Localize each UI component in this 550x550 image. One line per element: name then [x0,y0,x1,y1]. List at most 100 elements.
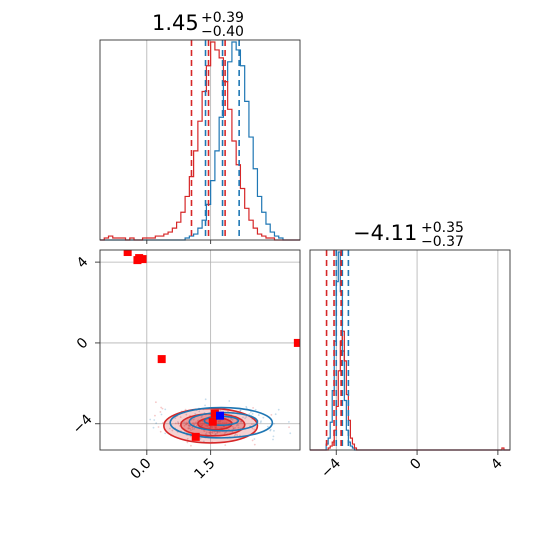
sample-dot [177,421,179,423]
x-tick-label-param-1: 4 [488,455,506,473]
sample-dot [232,427,235,430]
sample-dot [190,429,192,432]
x-tick-label-param-0: 0.0 [128,456,155,483]
sample-dot [257,414,260,416]
sample-dot [237,426,240,429]
sample-marker [138,255,147,264]
sample-dot [231,430,234,433]
sample-dot [234,433,237,436]
sample-dot [234,427,237,429]
title-param-1-value: −4.11 [353,221,417,245]
sample-dot [262,416,265,419]
sample-dot [269,428,272,431]
title-param-1-minus: −0.37 [421,234,464,250]
panel-frame-0 [99,39,301,241]
sample-dot [244,417,246,420]
sample-dot [193,427,196,430]
contour-blue [169,406,274,439]
sample-dot [251,412,254,415]
sample-dot [254,408,257,411]
sample-dot [202,440,205,443]
sample-dot [200,416,203,419]
x-tick-label-param-1: −4 [318,455,344,481]
sample-dot [177,422,180,425]
sample-marker [191,432,200,441]
sample-dot [211,425,214,428]
sample-dot [251,439,254,442]
y-tick-label-param-1: 0 [74,335,92,353]
sample-dot [231,418,234,421]
sample-dot [195,422,198,425]
sample-dot [164,432,167,435]
sample-dot [208,426,211,429]
sample-dot [239,409,242,412]
sample-dot [287,421,290,423]
sample-dot [169,427,171,430]
sample-dot [272,435,275,438]
sample-dot [204,398,207,401]
sample-dot [229,417,232,420]
sample-dot [273,429,275,432]
sample-dot [160,413,163,416]
sample-dot [242,416,244,419]
sample-dot [201,424,203,427]
sample-dot [225,421,228,424]
sample-dot [219,420,222,422]
sample-dot [186,441,189,444]
sample-dot [236,434,239,437]
sample-dot [237,424,240,427]
x-tick-label-param-0: 1.5 [191,456,218,483]
sample-dot [164,408,167,411]
histogram-param-0 [100,40,300,241]
title-param-0: 1.45 +0.39 −0.40 [152,10,244,40]
sample-dot [215,426,217,429]
hist-series-red [100,41,300,241]
sample-dot [289,432,292,435]
sample-dot [154,414,156,417]
sample-dot [217,420,220,423]
sample-dot [153,419,156,421]
sample-dot [214,433,217,436]
sample-dot [174,422,177,425]
sample-dot [239,434,241,437]
sample-dot [191,428,194,431]
hist-series-blue [100,41,300,241]
sample-dot [185,423,188,426]
sample-dot [240,420,242,423]
sample-dot [159,430,162,433]
panel-frame-1 [99,249,301,451]
sample-marker [210,409,219,418]
sample-dot [194,412,197,415]
sample-dot [202,429,205,432]
sample-marker [133,256,142,265]
sample-dot [189,425,192,428]
sample-dot [231,425,234,428]
sample-dot [157,426,160,428]
sample-dot [187,424,190,427]
sample-dot [232,427,235,430]
sample-dot [186,422,189,425]
sample-dot [252,423,255,426]
sample-dot [204,433,207,435]
sample-dot [152,426,155,429]
sample-dot [192,418,195,421]
sample-dot [221,421,224,424]
sample-dot [216,431,219,434]
sample-dot [223,432,226,434]
sample-dot [190,444,192,447]
sample-dot [228,400,231,402]
sample-dot [239,409,242,412]
sample-dot [179,416,182,419]
sample-dot [219,422,222,425]
sample-dot [187,424,190,427]
sample-dot [201,423,204,425]
sample-dot [245,415,248,418]
sample-dot [223,425,226,428]
sample-dot [193,422,195,424]
sample-dot [219,419,222,422]
sample-dot [201,420,204,423]
sample-dot [209,431,212,434]
sample-dot [187,427,190,429]
sample-marker [208,417,217,426]
